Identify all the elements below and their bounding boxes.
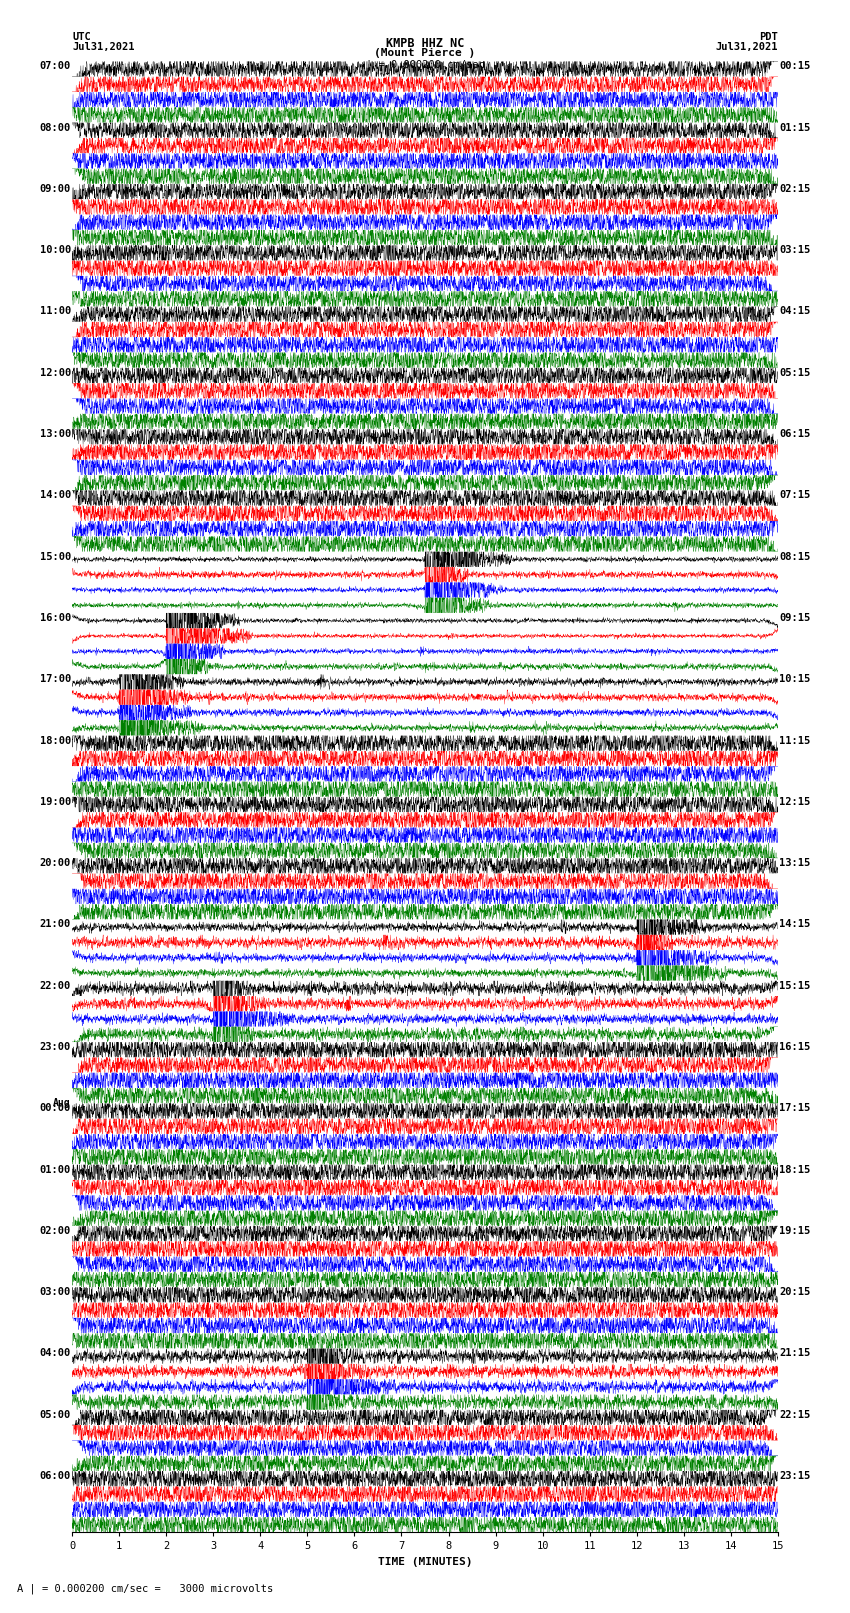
Text: 21:15: 21:15 (779, 1348, 810, 1358)
Text: 14:15: 14:15 (779, 919, 810, 929)
Text: 01:15: 01:15 (779, 123, 810, 132)
Text: 08:15: 08:15 (779, 552, 810, 561)
Text: Jul31,2021: Jul31,2021 (715, 42, 778, 52)
Text: 18:00: 18:00 (40, 736, 71, 745)
Text: 04:15: 04:15 (779, 306, 810, 316)
Text: 19:15: 19:15 (779, 1226, 810, 1236)
Text: 15:15: 15:15 (779, 981, 810, 990)
Text: 06:00: 06:00 (40, 1471, 71, 1481)
Text: 19:00: 19:00 (40, 797, 71, 806)
Text: 07:00: 07:00 (40, 61, 71, 71)
Text: (Mount Pierce ): (Mount Pierce ) (374, 48, 476, 58)
Text: | = 0.000200 cm/sec: | = 0.000200 cm/sec (366, 60, 484, 71)
Text: 13:00: 13:00 (40, 429, 71, 439)
Text: 15:00: 15:00 (40, 552, 71, 561)
Text: KMPB HHZ NC: KMPB HHZ NC (386, 37, 464, 50)
Text: PDT: PDT (759, 32, 778, 42)
Text: Jul31,2021: Jul31,2021 (72, 42, 135, 52)
Text: 00:15: 00:15 (779, 61, 810, 71)
Text: 13:15: 13:15 (779, 858, 810, 868)
X-axis label: TIME (MINUTES): TIME (MINUTES) (377, 1557, 473, 1566)
Text: Aug: Aug (54, 1098, 71, 1108)
Text: 12:15: 12:15 (779, 797, 810, 806)
Text: 16:00: 16:00 (40, 613, 71, 623)
Text: UTC: UTC (72, 32, 91, 42)
Text: 03:15: 03:15 (779, 245, 810, 255)
Text: 14:00: 14:00 (40, 490, 71, 500)
Text: 20:00: 20:00 (40, 858, 71, 868)
Text: 18:15: 18:15 (779, 1165, 810, 1174)
Text: 23:15: 23:15 (779, 1471, 810, 1481)
Text: 00:00: 00:00 (40, 1103, 71, 1113)
Text: 22:15: 22:15 (779, 1410, 810, 1419)
Text: 05:15: 05:15 (779, 368, 810, 377)
Text: 16:15: 16:15 (779, 1042, 810, 1052)
Text: 01:00: 01:00 (40, 1165, 71, 1174)
Text: 12:00: 12:00 (40, 368, 71, 377)
Text: 10:15: 10:15 (779, 674, 810, 684)
Text: 22:00: 22:00 (40, 981, 71, 990)
Text: 09:15: 09:15 (779, 613, 810, 623)
Text: 11:00: 11:00 (40, 306, 71, 316)
Text: 03:00: 03:00 (40, 1287, 71, 1297)
Text: 08:00: 08:00 (40, 123, 71, 132)
Text: 09:00: 09:00 (40, 184, 71, 194)
Text: 17:15: 17:15 (779, 1103, 810, 1113)
Text: 04:00: 04:00 (40, 1348, 71, 1358)
Text: 06:15: 06:15 (779, 429, 810, 439)
Text: 21:00: 21:00 (40, 919, 71, 929)
Text: 11:15: 11:15 (779, 736, 810, 745)
Text: 02:15: 02:15 (779, 184, 810, 194)
Text: 23:00: 23:00 (40, 1042, 71, 1052)
Text: 10:00: 10:00 (40, 245, 71, 255)
Text: 05:00: 05:00 (40, 1410, 71, 1419)
Text: A | = 0.000200 cm/sec =   3000 microvolts: A | = 0.000200 cm/sec = 3000 microvolts (17, 1582, 273, 1594)
Text: 07:15: 07:15 (779, 490, 810, 500)
Text: 02:00: 02:00 (40, 1226, 71, 1236)
Text: 17:00: 17:00 (40, 674, 71, 684)
Text: 20:15: 20:15 (779, 1287, 810, 1297)
